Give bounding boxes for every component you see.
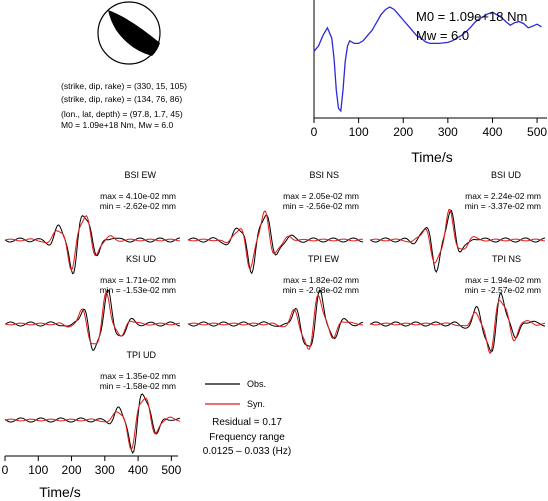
max-amplitude-label: max = 1.71e-02 mm <box>100 275 176 285</box>
observed-trace <box>187 214 364 275</box>
station-label: BSI EW <box>124 170 156 180</box>
source-parameters: (strike, dip, rake) = (330, 15, 105) (st… <box>61 81 187 130</box>
synthetic-trace <box>4 291 181 345</box>
max-amplitude-label: max = 4.10e-02 mm <box>100 191 176 201</box>
frequency-title: Frequency range <box>209 432 285 443</box>
stf-tick-label: 500 <box>527 125 547 139</box>
stf-tick-label: 300 <box>438 125 458 139</box>
trace-group <box>369 208 546 274</box>
trace-group <box>369 292 546 355</box>
bottom-tick-label: 100 <box>28 463 48 477</box>
min-amplitude-label: min = -2.62e-02 mm <box>100 201 176 211</box>
stf-m0-label: M0 = 1.09e+18 Nm <box>416 9 527 24</box>
stf-x-axis-label: Time/s <box>411 149 452 165</box>
min-amplitude-label: min = -3.37e-02 mm <box>465 201 541 211</box>
synthetic-trace <box>369 299 546 355</box>
observed-trace <box>4 393 181 454</box>
min-amplitude-label: min = -2.57e-02 mm <box>465 285 541 295</box>
bottom-tick-label: 300 <box>95 463 115 477</box>
min-amplitude-label: min = -1.58e-02 mm <box>100 381 176 391</box>
stf-tick-label: 200 <box>393 125 413 139</box>
max-amplitude-label: max = 1.35e-02 mm <box>100 371 176 381</box>
plane1-text: (strike, dip, rake) = (330, 15, 105) <box>61 81 187 91</box>
stf-tick-label: 400 <box>482 125 502 139</box>
observed-trace <box>187 289 364 347</box>
station-label: BSI NS <box>309 170 339 180</box>
frequency-values: 0.0125 – 0.033 (Hz) <box>203 446 291 457</box>
observed-trace <box>4 215 181 275</box>
synthetic-trace <box>4 214 181 272</box>
max-amplitude-label: max = 1.82e-02 mm <box>283 275 359 285</box>
synthetic-trace <box>369 208 546 264</box>
station-label: TPI UD <box>126 350 156 360</box>
trace-group <box>4 214 181 275</box>
legend-syn-label: Syn. <box>247 399 265 409</box>
legend: Obs. Syn. <box>205 379 266 409</box>
min-amplitude-label: min = -2.08e-02 mm <box>283 285 359 295</box>
stf-tick-label: 100 <box>349 125 369 139</box>
stf-x-ticks: 0 100 200 300 400 500 <box>311 118 547 139</box>
station-label: TPI EW <box>308 254 340 264</box>
synthetic-trace <box>187 210 364 269</box>
trace-group <box>4 393 181 454</box>
beachball <box>97 1 161 65</box>
stf-mw-label: Mw = 6.0 <box>416 28 469 43</box>
synthetic-trace <box>187 293 364 350</box>
stf-plot: 0 100 200 300 400 500 M0 = 1.09e+18 Nm Mw = 6… <box>311 0 547 165</box>
station-label: KSI UD <box>126 254 157 264</box>
bottom-tick-label: 500 <box>161 463 181 477</box>
legend-obs-label: Obs. <box>247 379 266 389</box>
moment-text: M0 = 1.09e+18 Nm, Mw = 6.0 <box>61 120 173 130</box>
bottom-x-axis-label: Time/s <box>39 484 80 500</box>
min-amplitude-label: min = -1.53e-02 mm <box>100 285 176 295</box>
location-text: (lon., lat, depth) = (97.8, 1.7, 45) <box>61 109 183 119</box>
station-label: BSI UD <box>491 170 522 180</box>
stf-tick-label: 0 <box>311 125 318 139</box>
min-amplitude-label: min = -2.56e-02 mm <box>283 201 359 211</box>
bottom-tick-label: 200 <box>62 463 82 477</box>
trace-group <box>187 210 364 275</box>
bottom-axis: 0 100 200 300 400 500 Time/s <box>2 455 182 500</box>
trace-group <box>4 289 181 351</box>
station-label: TPI NS <box>492 254 521 264</box>
bottom-x-ticks: 0 100 200 300 400 500 <box>2 456 182 477</box>
summary: Residual = 0.17 Frequency range 0.0125 –… <box>203 417 291 457</box>
observed-trace <box>369 292 546 353</box>
max-amplitude-label: max = 1.94e-02 mm <box>465 275 541 285</box>
bottom-tick-label: 0 <box>2 463 9 477</box>
bottom-tick-label: 400 <box>128 463 148 477</box>
trace-group <box>187 289 364 350</box>
stf-series-line <box>313 6 542 113</box>
max-amplitude-label: max = 2.05e-02 mm <box>283 191 359 201</box>
plane2-text: (strike, dip, rake) = (134, 76, 86) <box>61 94 182 104</box>
observed-trace <box>4 289 181 351</box>
synthetic-trace <box>4 397 181 451</box>
residual-text: Residual = 0.17 <box>212 417 282 428</box>
max-amplitude-label: max = 2.24e-02 mm <box>465 191 541 201</box>
